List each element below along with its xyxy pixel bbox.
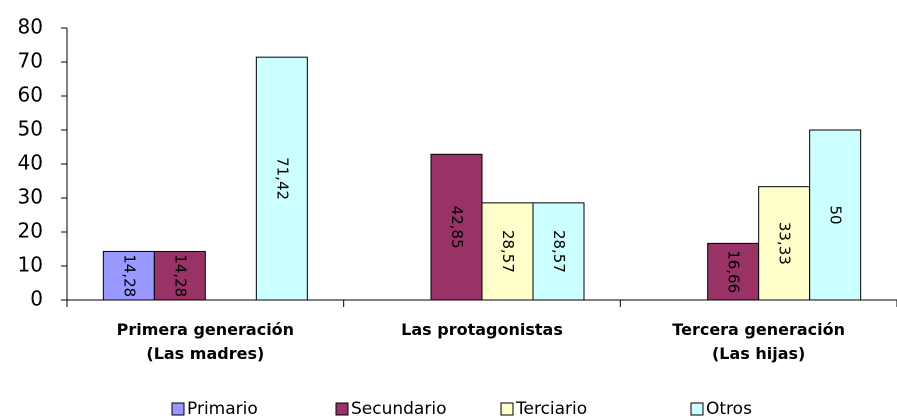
x-tick-label: Las protagonistas bbox=[401, 320, 563, 339]
bar bbox=[255, 56, 308, 301]
bar bbox=[153, 250, 206, 301]
data-label: 28,57 bbox=[499, 230, 517, 273]
bar bbox=[707, 242, 760, 301]
y-tick-label: 50 bbox=[18, 117, 43, 141]
legend-label: Primario bbox=[187, 399, 258, 418]
legend-label: Terciario bbox=[515, 399, 587, 418]
data-label: 14,28 bbox=[120, 254, 138, 297]
legend-swatch bbox=[500, 402, 514, 416]
y-tick-label: 20 bbox=[18, 219, 43, 243]
legend-label: Secundario bbox=[351, 399, 446, 418]
legend-label: Otros bbox=[706, 399, 752, 418]
bar bbox=[809, 129, 862, 301]
y-tick-label: 0 bbox=[30, 287, 43, 311]
data-label: 71,42 bbox=[273, 157, 291, 200]
legend-swatch bbox=[690, 402, 704, 416]
bar bbox=[758, 186, 811, 301]
y-tick-label: 70 bbox=[18, 49, 43, 73]
y-tick-label: 80 bbox=[18, 15, 43, 39]
x-tick-label: Primera generación (Las madres) bbox=[116, 320, 295, 363]
data-label: 50 bbox=[827, 205, 845, 224]
data-label: 16,66 bbox=[725, 250, 743, 293]
y-tick-label: 30 bbox=[18, 185, 43, 209]
data-label: 42,85 bbox=[448, 206, 466, 249]
data-label: 14,28 bbox=[171, 254, 189, 297]
y-tick-label: 40 bbox=[18, 151, 43, 175]
data-label: 33,33 bbox=[776, 222, 794, 265]
y-tick-label: 60 bbox=[18, 83, 43, 107]
legend-swatch bbox=[335, 402, 349, 416]
bar bbox=[481, 202, 534, 301]
x-tick-label: Tercera generación (Las hijas) bbox=[672, 320, 846, 363]
legend-swatch bbox=[171, 402, 185, 416]
data-label: 28,57 bbox=[550, 230, 568, 273]
y-tick-label: 10 bbox=[18, 253, 43, 277]
bar bbox=[102, 250, 155, 301]
bar bbox=[532, 202, 585, 301]
bar bbox=[430, 153, 483, 301]
